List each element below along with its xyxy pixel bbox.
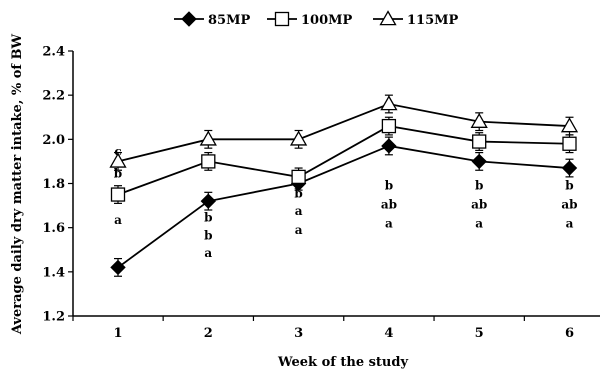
legend-label: 100MP: [301, 13, 353, 28]
y-tick-label: 2.0: [42, 133, 65, 148]
x-tick-label: 1: [113, 326, 122, 341]
series-100MP: [110, 116, 577, 204]
data-point: [471, 153, 487, 170]
data-point: [289, 130, 308, 146]
data-point: [201, 154, 216, 169]
x-tick-label: 3: [294, 326, 303, 341]
legend-item: 100MP: [267, 11, 353, 28]
y-tick-label: 1.8: [42, 177, 65, 192]
y-tick-label: 1.6: [42, 221, 65, 236]
significance-letter: a: [114, 213, 122, 227]
significance-letter: a: [295, 223, 303, 237]
y-axis-label: Average daily dry matter intake, % of BW: [10, 33, 25, 335]
data-point: [110, 259, 126, 276]
data-point: [380, 95, 398, 111]
y-tick-label: 1.4: [42, 265, 65, 280]
x-tick-label: 2: [204, 326, 213, 341]
legend-marker: [181, 11, 197, 27]
series-line: [117, 145, 570, 269]
x-axis-label: Week of the study: [277, 355, 409, 370]
data-point: [200, 193, 217, 209]
data-point: [291, 169, 306, 185]
x-tick-label: 4: [384, 326, 393, 341]
significance-letter: a: [204, 246, 212, 260]
significance-letter: b: [114, 166, 122, 180]
data-point: [472, 134, 487, 149]
significance-letter: b: [565, 179, 573, 193]
x-tick-label: 5: [475, 326, 484, 341]
data-point: [199, 130, 217, 146]
legend-item: 85MP: [174, 11, 250, 28]
series-115MP: [109, 94, 579, 171]
series-line: [117, 125, 570, 196]
significance-letter: b: [204, 211, 212, 225]
significance-letter: a: [566, 216, 574, 230]
legend: 85MP 100MP 115MP: [174, 10, 459, 28]
data-point: [470, 112, 488, 128]
significance-letter: b: [204, 228, 212, 242]
axes: 1.2 1.4 1.6 1.8 2.0 2.2 2.4 1 2 3 4 5 6: [42, 45, 600, 341]
y-tick-label: 2.2: [42, 89, 65, 104]
y-tick-label: 1.2: [42, 310, 65, 325]
significance-letter: c: [114, 144, 121, 158]
data-point: [109, 152, 127, 168]
series-layer: [109, 94, 579, 277]
data-point: [560, 117, 579, 133]
significance-letter: ab: [471, 197, 487, 211]
x-tick-label: 6: [565, 326, 574, 341]
data-point: [381, 118, 397, 134]
data-point: [561, 160, 578, 176]
data-point: [381, 138, 397, 154]
data-point: [110, 187, 126, 202]
significance-letter: a: [475, 216, 483, 230]
significance-letter: b: [385, 179, 393, 193]
series-85MP: [110, 136, 578, 277]
significance-letter: a: [295, 204, 303, 218]
significance-letter: ab: [381, 197, 397, 211]
significance-letter: a: [385, 216, 393, 230]
significance-letter: b: [475, 179, 483, 193]
legend-label: 85MP: [208, 13, 250, 28]
data-point: [562, 136, 577, 151]
legend-item: 115MP: [373, 10, 459, 28]
y-tick-label: 2.4: [42, 45, 65, 60]
legend-marker: [274, 11, 290, 27]
significance-letter: ab: [561, 197, 577, 211]
series-line: [117, 103, 570, 163]
legend-label: 115MP: [407, 13, 459, 28]
legend-marker: [379, 10, 397, 26]
significance-letter: b: [294, 186, 302, 200]
